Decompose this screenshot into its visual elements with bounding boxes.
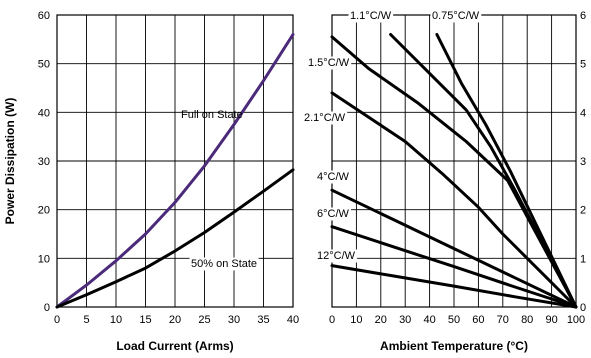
- chart-0-ytick-4: 40: [38, 107, 50, 119]
- chart-0-xtick-3: 15: [139, 314, 151, 326]
- chart-1-xtick-4: 40: [423, 314, 435, 326]
- chart-1-series-label-bg-0: [348, 9, 394, 23]
- chart-1-series-3: [330, 91, 578, 309]
- chart-1-series-label-3: 2.1°C/W: [304, 112, 346, 124]
- chart-1-series-label-5: 6°C/W: [317, 208, 350, 220]
- chart-1-xtick-3: 30: [399, 314, 411, 326]
- chart-0-xtick-4: 20: [169, 314, 181, 326]
- chart-0-series-0: [55, 33, 295, 309]
- chart-1-series-5: [330, 225, 578, 309]
- chart-0-series-1: [55, 168, 295, 309]
- chart-1-ytick-0: 0: [580, 302, 586, 314]
- chart-1-series-1: [435, 33, 578, 309]
- chart-1-series-4: [330, 188, 578, 309]
- chart-0-ytick-1: 10: [38, 253, 50, 265]
- chart-1-series-label-bg-2: [306, 56, 352, 70]
- chart-0-ytick-5: 50: [38, 59, 50, 71]
- chart-0-frame: [56, 14, 294, 308]
- chart-0-xtick-6: 30: [228, 314, 240, 326]
- chart-1-xtick-2: 20: [375, 314, 387, 326]
- chart-0-series-label-0: Full on State: [181, 109, 243, 121]
- chart-0-xlabel: Load Current (Arms): [116, 339, 233, 353]
- chart-0-xtick-1: 5: [83, 314, 89, 326]
- chart-1-series-label-2: 1.5°C/W: [308, 57, 350, 69]
- chart-0-xtick-8: 40: [287, 314, 299, 326]
- chart-1-series-6: [330, 264, 578, 309]
- chart-1-ytick-5: 5: [580, 59, 586, 71]
- chart-1-xtick-6: 60: [472, 314, 484, 326]
- chart-1-series-0: [389, 33, 578, 309]
- chart-0-xtick-5: 25: [198, 314, 210, 326]
- chart-1-series-2: [330, 35, 578, 309]
- chart-1-xtick-9: 90: [545, 314, 557, 326]
- chart-0-ytick-6: 60: [38, 10, 50, 22]
- chart-1-xtick-5: 50: [448, 314, 460, 326]
- chart-1-series-label-bg-4: [315, 170, 352, 184]
- chart-0-series-label-1: 50% on State: [191, 258, 257, 270]
- chart-1-series-label-bg-3: [302, 111, 348, 125]
- chart-1-ytick-4: 4: [580, 107, 586, 119]
- chart-1-series-label-bg-6: [315, 249, 358, 263]
- chart-0-xtick-0: 0: [54, 314, 60, 326]
- chart-1-series-label-4: 4°C/W: [317, 171, 350, 183]
- chart-0-ylabel: Power Dissipation (W): [3, 98, 17, 225]
- chart-1-series-label-bg-5: [315, 207, 352, 221]
- left-chart: 0 5 10 15 20 25 30 35 40 0 10 20 30 40 50 60 Full on Sta…: [3, 10, 299, 353]
- chart-1-ytick-1: 1: [580, 253, 586, 265]
- chart-0-series-label-bg-1: [189, 257, 259, 271]
- chart-0-ytick-0: 0: [44, 302, 50, 314]
- chart-1-xtick-10: 100: [567, 314, 585, 326]
- chart-0-xtick-7: 35: [257, 314, 269, 326]
- chart-1-xtick-8: 80: [521, 314, 533, 326]
- chart-0-xtick-2: 10: [110, 314, 122, 326]
- chart-1-xtick-7: 70: [497, 314, 509, 326]
- chart-1-xlabel: Ambient Temperature (°C): [380, 339, 528, 353]
- chart-1-series-label-bg-1: [430, 9, 482, 23]
- chart-1-series-label-1: 0.75°C/W: [432, 10, 480, 22]
- chart-1-ytick-2: 2: [580, 205, 586, 217]
- chart-0-ytick-3: 30: [38, 156, 50, 168]
- chart-1-ytick-3: 3: [580, 156, 586, 168]
- chart-1-series-label-6: 12°C/W: [317, 250, 356, 262]
- chart-1-ytick-6: 6: [580, 10, 586, 22]
- chart-1-xtick-0: 0: [329, 314, 335, 326]
- chart-1-xtick-1: 10: [350, 314, 362, 326]
- chart-0-ytick-2: 20: [38, 205, 50, 217]
- chart-1-series-label-0: 1.1°C/W: [350, 10, 392, 22]
